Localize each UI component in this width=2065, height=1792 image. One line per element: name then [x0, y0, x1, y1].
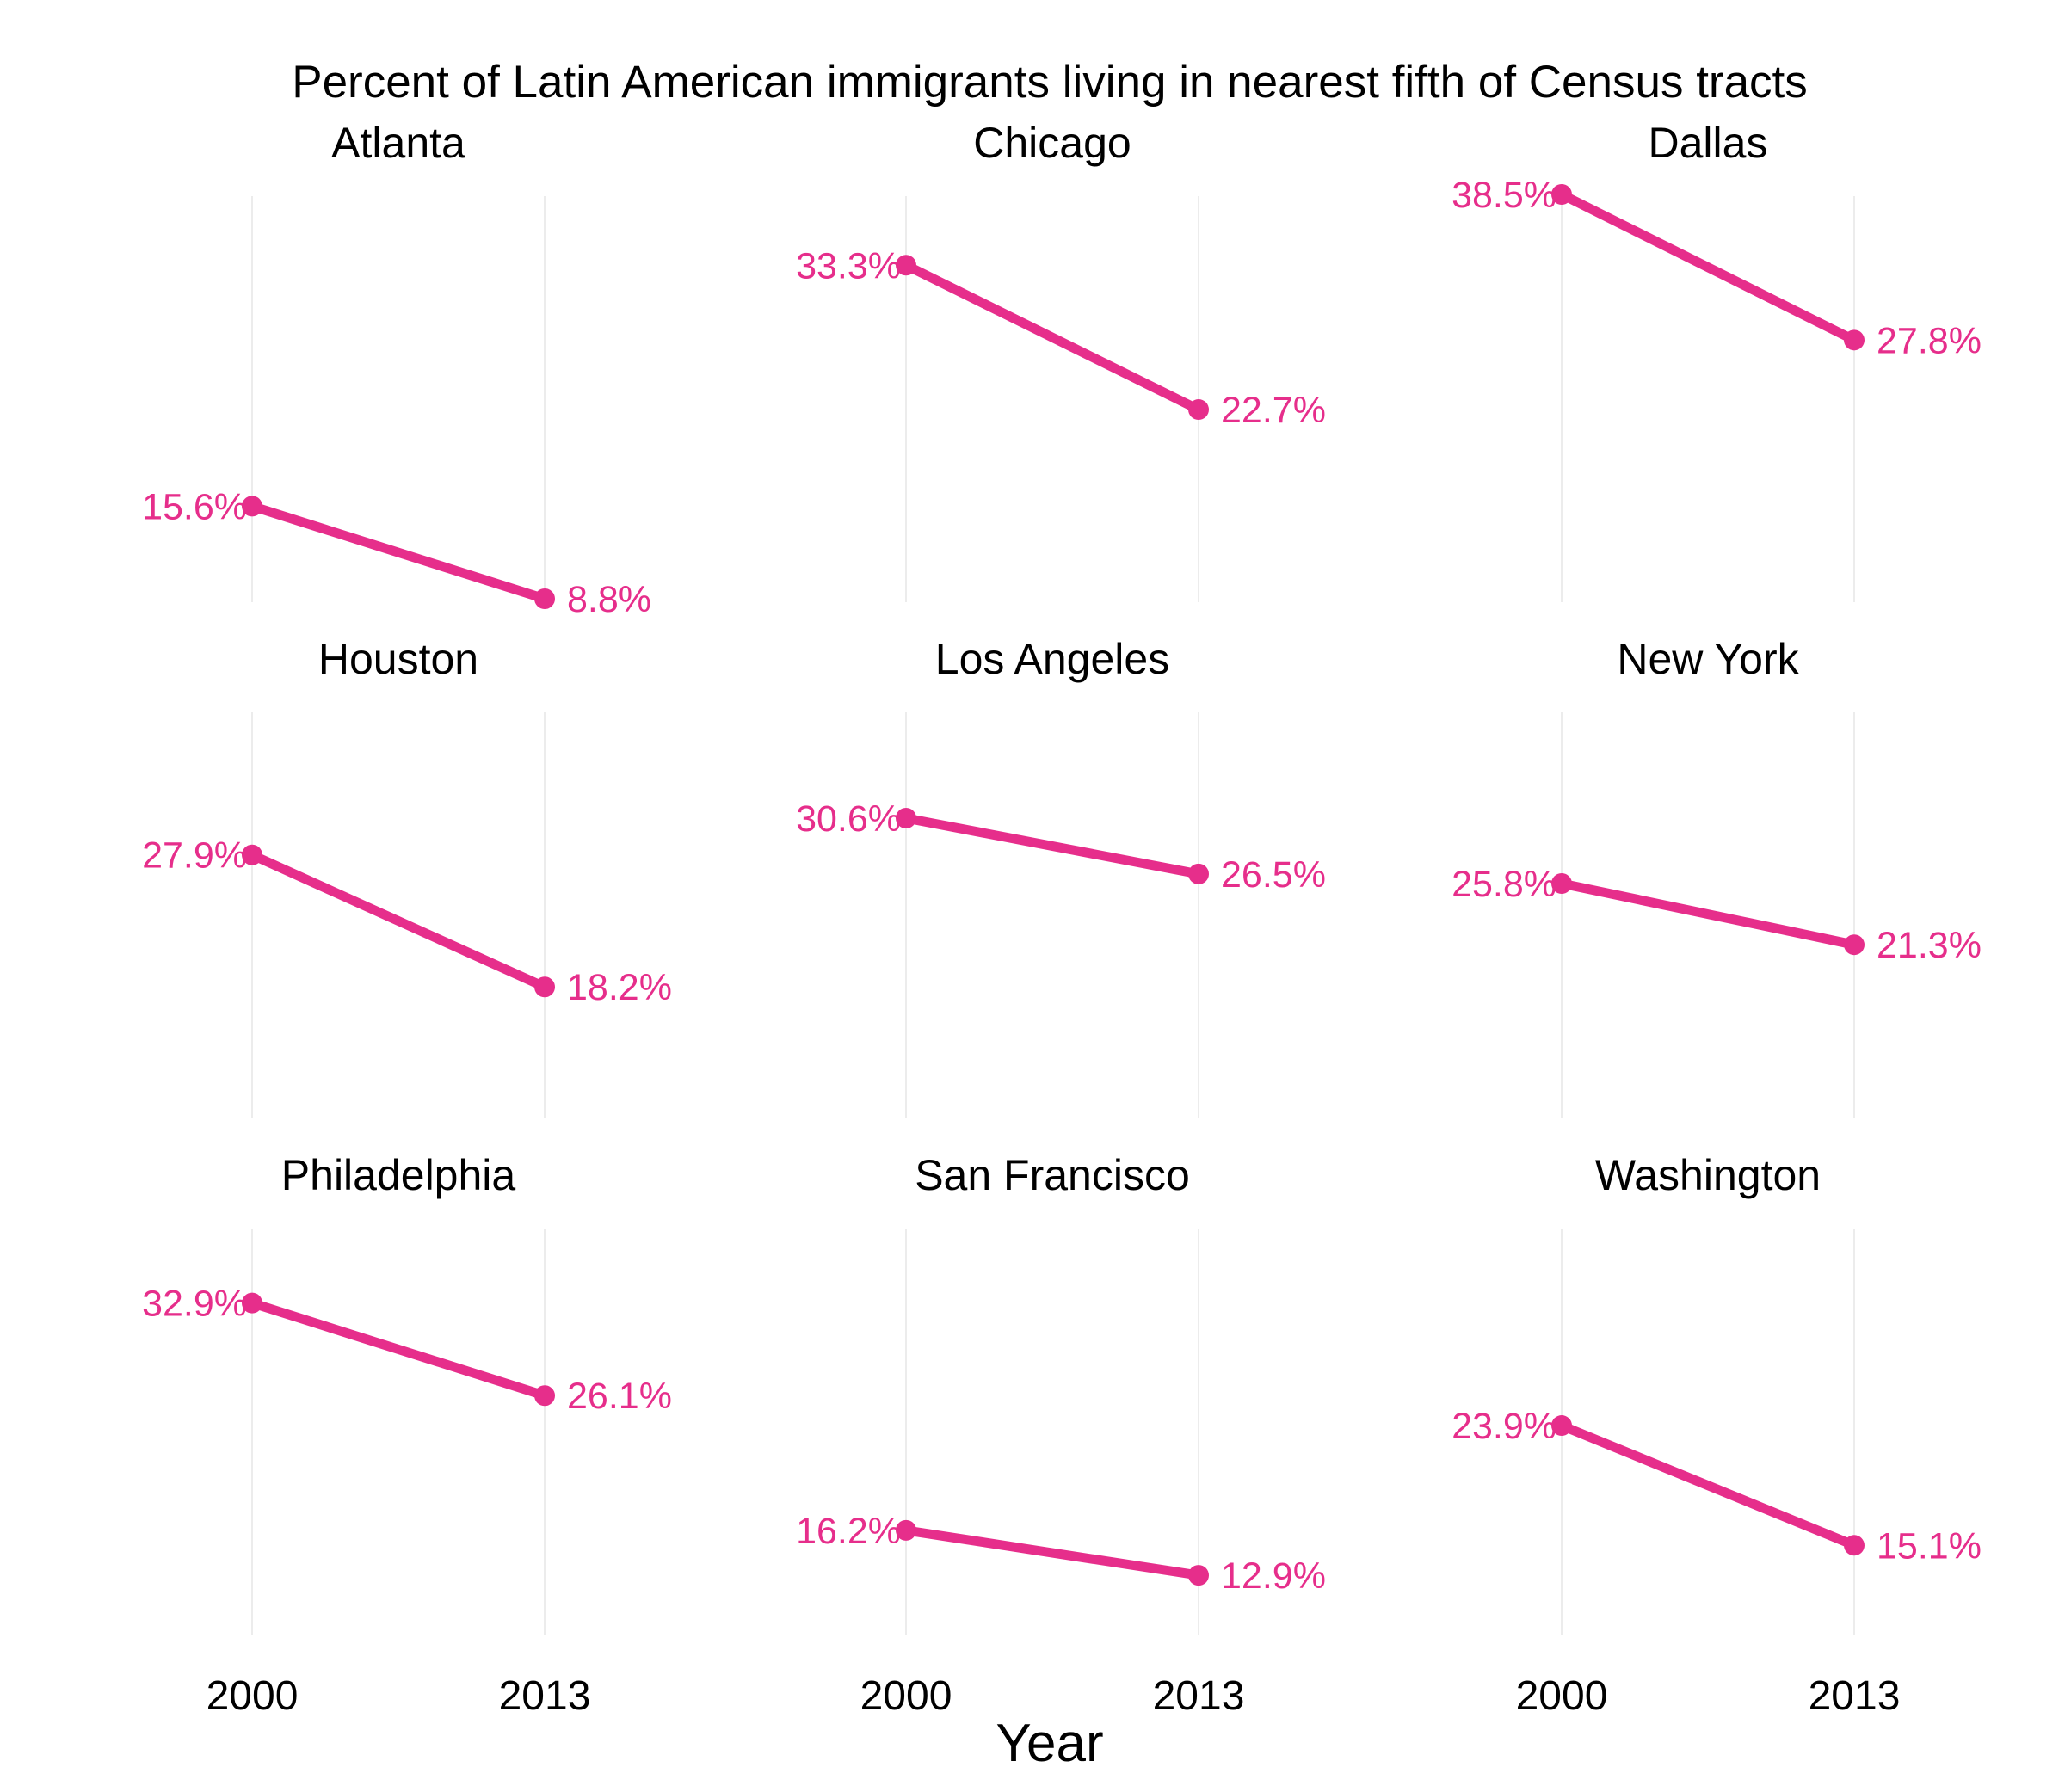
- value-label-2013: 8.8%: [567, 579, 651, 620]
- facet-title: Houston: [318, 635, 478, 683]
- value-label-2000: 38.5%: [1452, 175, 1556, 216]
- value-label-2000: 15.6%: [142, 486, 247, 527]
- x-tick-label: 2013: [1153, 1673, 1245, 1719]
- data-point-2013: [1188, 1565, 1209, 1586]
- chart-title: Percent of Latin American immigrants liv…: [292, 57, 1808, 108]
- value-label-2000: 23.9%: [1452, 1406, 1556, 1447]
- panel-atlanta: Atlanta 15.6% 8.8%: [142, 119, 651, 620]
- data-point-2000: [1551, 1415, 1572, 1437]
- facet-title: Philadelphia: [281, 1151, 516, 1199]
- data-point-2013: [1844, 934, 1865, 956]
- data-point-2013: [1844, 329, 1865, 351]
- x-tick-label: 2000: [206, 1673, 299, 1719]
- facet-title: Los Angeles: [935, 635, 1169, 683]
- value-label-2000: 25.8%: [1452, 864, 1556, 905]
- facet-title: Atlanta: [331, 119, 465, 167]
- data-point-2000: [896, 255, 916, 276]
- panel-philadelphia: Philadelphia 32.9% 26.1%: [142, 1151, 672, 1635]
- facet-panels: Atlanta 15.6% 8.8% Chicago 33.3% 22.7% Dallas 3…: [142, 119, 1982, 1635]
- data-point-2013: [534, 588, 555, 609]
- data-point-2013: [1188, 863, 1209, 884]
- data-point-2000: [896, 1519, 916, 1541]
- panel-los-angeles: Los Angeles 30.6% 26.5%: [796, 635, 1326, 1118]
- series-line: [901, 260, 1204, 415]
- panel-new-york: New York 25.8% 21.3%: [1452, 635, 1982, 1118]
- facet-title: Chicago: [973, 119, 1131, 167]
- value-label-2000: 27.9%: [142, 835, 247, 877]
- series-line: [901, 1525, 1204, 1580]
- x-tick-label: 2000: [1516, 1673, 1608, 1719]
- x-tick-label: 2000: [860, 1673, 952, 1719]
- value-label-2013: 26.1%: [567, 1376, 672, 1417]
- facet-title: San Francisco: [915, 1151, 1190, 1199]
- panel-dallas: Dallas 38.5% 27.8%: [1452, 119, 1982, 602]
- value-label-2000: 30.6%: [796, 798, 901, 840]
- data-point-2000: [242, 844, 262, 865]
- value-label-2000: 16.2%: [796, 1511, 901, 1552]
- data-point-2013: [534, 976, 555, 998]
- value-label-2013: 12.9%: [1221, 1555, 1326, 1597]
- series-line: [247, 501, 550, 604]
- panel-chicago: Chicago 33.3% 22.7%: [796, 119, 1326, 602]
- data-point-2000: [1551, 184, 1572, 205]
- value-label-2013: 26.5%: [1221, 854, 1326, 896]
- facet-title: New York: [1617, 635, 1799, 683]
- facet-title: Dallas: [1649, 119, 1768, 167]
- x-axis-title: Year: [996, 1714, 1103, 1773]
- series-line: [247, 850, 550, 992]
- series-line: [1556, 189, 1859, 345]
- value-label-2013: 18.2%: [567, 967, 672, 1008]
- data-point-2013: [1844, 1535, 1865, 1556]
- value-label-2000: 33.3%: [796, 245, 901, 286]
- data-point-2000: [242, 1292, 262, 1314]
- panel-san-francisco: San Francisco 16.2% 12.9%: [796, 1151, 1326, 1635]
- value-label-2013: 22.7%: [1221, 390, 1326, 431]
- data-point-2000: [1551, 872, 1572, 894]
- series-line: [901, 813, 1204, 879]
- x-tick-label: 2013: [1809, 1673, 1901, 1719]
- data-point-2013: [534, 1385, 555, 1407]
- data-point-2000: [242, 496, 262, 517]
- series-line: [247, 1298, 550, 1401]
- series-line: [1556, 878, 1859, 950]
- data-point-2000: [896, 808, 916, 829]
- facet-title: Washington: [1595, 1151, 1821, 1199]
- x-tick-label: 2013: [499, 1673, 591, 1719]
- panel-washington: Washington 23.9% 15.1%: [1452, 1151, 1982, 1635]
- data-point-2013: [1188, 399, 1209, 421]
- value-label-2013: 15.1%: [1877, 1525, 1982, 1567]
- value-label-2013: 27.8%: [1877, 320, 1982, 361]
- x-axis-ticks: 2000 2013 2000 2013 2000 2013: [206, 1673, 1901, 1719]
- series-line: [1556, 1420, 1859, 1550]
- value-label-2000: 32.9%: [142, 1284, 247, 1325]
- panel-houston: Houston 27.9% 18.2%: [142, 635, 672, 1118]
- value-label-2013: 21.3%: [1877, 925, 1982, 966]
